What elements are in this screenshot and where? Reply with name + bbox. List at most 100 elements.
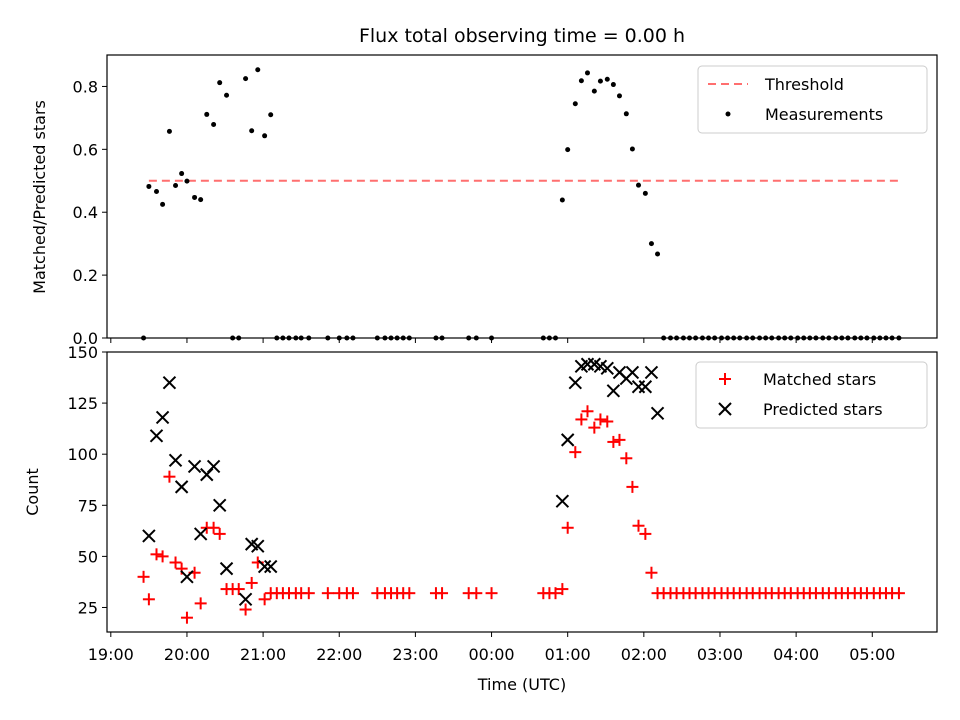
legend-predicted-label: Predicted stars [763,400,883,419]
measurement-point [584,70,590,76]
x-tick-label: 05:00 [849,645,895,664]
measurement-point [274,335,280,341]
bottom-legend-box [695,361,928,429]
measurement-point [224,92,230,98]
measurement-point [184,178,190,184]
legend-predicted-swatch [718,402,732,416]
bottom-x-ticks: 19:00 20:00 21:00 22:00 23:00 00:00 01:00 02:00… [88,632,895,664]
measurement-point [262,133,268,139]
measurement-point [400,335,406,341]
top-y-tick-label: 0.6 [73,140,98,159]
measurement-point [687,335,693,341]
legend-matched-label: Matched stars [763,370,876,389]
measurement-point [788,335,794,341]
measurement-point [298,335,304,341]
measurement-point [845,335,851,341]
matched-star-point [321,587,334,600]
measurement-point [192,194,198,200]
predicted-star-point [162,375,177,390]
measurement-point [896,335,902,341]
x-tick-label: 19:00 [88,645,134,664]
measurement-point [674,335,680,341]
measurement-point [553,335,559,341]
measurement-point [782,335,788,341]
measurement-point [744,335,750,341]
measurement-point [268,112,274,118]
matched-star-point [137,570,150,583]
legend-threshold-label: Threshold [764,75,844,94]
matched-star-point [239,603,252,616]
predicted-star-point [644,365,659,380]
measurement-point [433,335,439,341]
measurement-point [160,201,166,207]
x-tick-label: 04:00 [773,645,819,664]
chart-title: Flux total observing time = 0.00 h [359,25,685,47]
matched-star-point [346,587,359,600]
measurement-point [864,335,870,341]
matched-star-point [232,583,245,596]
bottom-panel: 25 50 75 100 125 150 19:00 20:00 21:00 22:00 23:0… [23,343,938,694]
measurement-point [336,335,342,341]
x-tick-label: 02:00 [621,645,667,664]
measurement-point [693,335,699,341]
measurement-point [249,128,255,134]
predicted-star-point [257,559,272,574]
matched-star-point [150,548,163,561]
measurement-point [763,335,769,341]
matched-star-point [607,435,620,448]
measurement-point [616,93,622,99]
predicted-star-point [212,498,227,512]
measurement-point [211,121,217,127]
predicted-star-point [149,429,164,443]
matched-star-point [194,597,207,610]
matched-star-point [213,527,226,540]
measurement-point [852,335,858,341]
measurement-point [737,335,743,341]
measurement-point [578,78,584,84]
measurement-point [350,335,356,341]
measurement-point [141,335,147,341]
bottom-y-tick-label: 50 [78,547,98,566]
matched-star-point [569,446,582,459]
predicted-star-point [638,380,653,394]
measurement-point [871,335,877,341]
matched-star-point [892,587,905,600]
measurement-point [807,335,813,341]
top-legend: Threshold Measurements [697,65,928,134]
x-tick-label: 03:00 [697,645,743,664]
measurement-point [750,335,756,341]
measurement-point [731,335,737,341]
measurement-point [757,335,763,341]
measurement-point [466,335,472,341]
measurements-series [141,67,902,341]
measurement-point [813,335,819,341]
x-tick-label: 01:00 [545,645,591,664]
predicted-star-point [560,433,575,447]
measurement-point [489,335,495,341]
measurement-point [572,101,578,107]
measurement-point [217,80,223,86]
measurement-point [306,335,312,341]
bottom-y-axis-label: Count [23,468,42,516]
matched-star-point [163,470,176,483]
measurement-point [610,82,616,88]
measurement-point [293,335,299,341]
matched-star-point [403,587,416,600]
measurement-point [230,335,236,341]
measurement-point [325,335,331,341]
matched-star-point [561,521,574,534]
matched-star-point [485,587,498,600]
matched-star-point [588,421,601,434]
x-tick-label: 00:00 [468,645,514,664]
measurement-point [839,335,845,341]
measurement-point [648,241,654,247]
measurement-point [559,197,565,203]
measurement-point [826,335,832,341]
matched-star-point [601,415,614,428]
measurement-point [179,171,185,177]
measurement-point [883,335,889,341]
measurement-point [801,335,807,341]
measurement-point [204,111,210,117]
measurement-point [820,335,826,341]
